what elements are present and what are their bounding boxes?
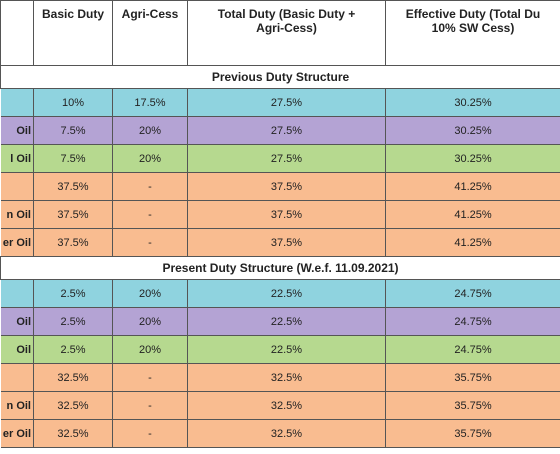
duty-cell: 32.5% [187, 363, 386, 392]
row-label: Oil [0, 307, 34, 336]
data-row: n Oil 32.5% -32.5% 35.75% [0, 391, 560, 420]
duty-cell: 7.5% [33, 144, 113, 173]
duty-cell: 7.5% [33, 116, 113, 145]
duty-cell: 22.5% [187, 279, 386, 308]
header-line: Agri-Cess) [256, 21, 317, 35]
duty-cell: 37.5% [33, 172, 113, 201]
duty-cell: - [112, 200, 188, 229]
section-row: Previous Duty Structure [0, 65, 560, 89]
duty-cell: 27.5% [187, 116, 386, 145]
duty-cell: 24.75% [385, 335, 560, 364]
header-line: Basic Duty [41, 7, 105, 21]
duty-cell: 2.5% [33, 307, 113, 336]
row-label: n Oil [0, 200, 34, 229]
row-label [0, 363, 34, 392]
duty-cell: 30.25% [385, 144, 560, 173]
duty-cell: 32.5% [187, 419, 386, 448]
duty-cell: 20% [112, 307, 188, 336]
row-label: Oil [0, 116, 34, 145]
duty-cell: 37.5% [33, 200, 113, 229]
data-row: er Oil 32.5% -32.5% 35.75% [0, 419, 560, 448]
data-row: n Oil 37.5% -37.5% 41.25% [0, 200, 560, 229]
row-label: Oil [0, 335, 34, 364]
row-label: er Oil [0, 228, 34, 257]
data-row: er Oil 37.5% -37.5% 41.25% [0, 228, 560, 257]
duty-cell: 30.25% [385, 116, 560, 145]
row-label [0, 279, 34, 308]
duty-cell: - [112, 391, 188, 420]
header-row: Basic Duty Agri-Cess Total Duty (Basic Dut… [0, 0, 560, 66]
duty-cell: 41.25% [385, 200, 560, 229]
duty-cell: - [112, 228, 188, 257]
header-cell: Total Duty (Basic Duty + Agri-Cess) [187, 0, 386, 66]
duty-cell: 22.5% [187, 335, 386, 364]
header-line: Effective Duty (Total Du [405, 7, 541, 21]
duty-cell: 35.75% [385, 391, 560, 420]
section-title: Present Duty Structure (W.e.f. 11.09.202… [0, 256, 560, 280]
data-row: 32.5% -32.5% 35.75% [0, 363, 560, 392]
row-label: n Oil [0, 391, 34, 420]
data-row: l Oil 7.5% 20% 27.5% 30.25% [0, 144, 560, 173]
duty-cell: 32.5% [33, 419, 113, 448]
duty-cell: 32.5% [187, 391, 386, 420]
header-cell: Agri-Cess [112, 0, 188, 66]
duty-cell: - [112, 172, 188, 201]
duty-cell: 10% [33, 88, 113, 117]
data-row: Oil 7.5% 20% 27.5% 30.25% [0, 116, 560, 145]
duty-cell: 32.5% [33, 391, 113, 420]
duty-cell: 24.75% [385, 279, 560, 308]
duty-cell: 20% [112, 116, 188, 145]
duty-cell: 37.5% [187, 228, 386, 257]
data-row: Oil 2.5% 20% 22.5% 24.75% [0, 335, 560, 364]
duty-cell: 27.5% [187, 144, 386, 173]
data-row: 2.5% 20% 22.5% 24.75% [0, 279, 560, 308]
duty-cell: 35.75% [385, 419, 560, 448]
data-row: Oil 2.5% 20% 22.5% 24.75% [0, 307, 560, 336]
header-line: 10% SW Cess) [431, 21, 515, 35]
duty-cell: 30.25% [385, 88, 560, 117]
header-cell: Effective Duty (Total Du 10% SW Cess) [385, 0, 560, 66]
section-row: Present Duty Structure (W.e.f. 11.09.202… [0, 256, 560, 280]
duty-cell: 37.5% [187, 200, 386, 229]
duty-cell: 41.25% [385, 172, 560, 201]
header-line: Total Duty (Basic Duty + [217, 7, 356, 21]
duty-cell: 17.5% [112, 88, 188, 117]
duty-cell: 22.5% [187, 307, 386, 336]
duty-cell: 2.5% [33, 335, 113, 364]
duty-cell: 24.75% [385, 307, 560, 336]
header-cell: Basic Duty [33, 0, 113, 66]
row-label [0, 172, 34, 201]
row-label [0, 88, 34, 117]
duty-cell: 32.5% [33, 363, 113, 392]
duty-cell: 2.5% [33, 279, 113, 308]
header-line: Agri-Cess [121, 7, 179, 21]
duty-cell: 41.25% [385, 228, 560, 257]
section-title: Previous Duty Structure [0, 65, 560, 89]
row-label: l Oil [0, 144, 34, 173]
duty-cell: 37.5% [187, 172, 386, 201]
header-cell [0, 0, 34, 66]
row-label: er Oil [0, 419, 34, 448]
data-row: 37.5% -37.5% 41.25% [0, 172, 560, 201]
duty-cell: 20% [112, 144, 188, 173]
duty-cell: 35.75% [385, 363, 560, 392]
duty-cell: - [112, 363, 188, 392]
duty-cell: 20% [112, 335, 188, 364]
duty-cell: 20% [112, 279, 188, 308]
data-row: 10% 17.5% 27.5% 30.25% [0, 88, 560, 117]
duty-cell: 37.5% [33, 228, 113, 257]
duty-cell: 27.5% [187, 88, 386, 117]
duty-cell: - [112, 419, 188, 448]
